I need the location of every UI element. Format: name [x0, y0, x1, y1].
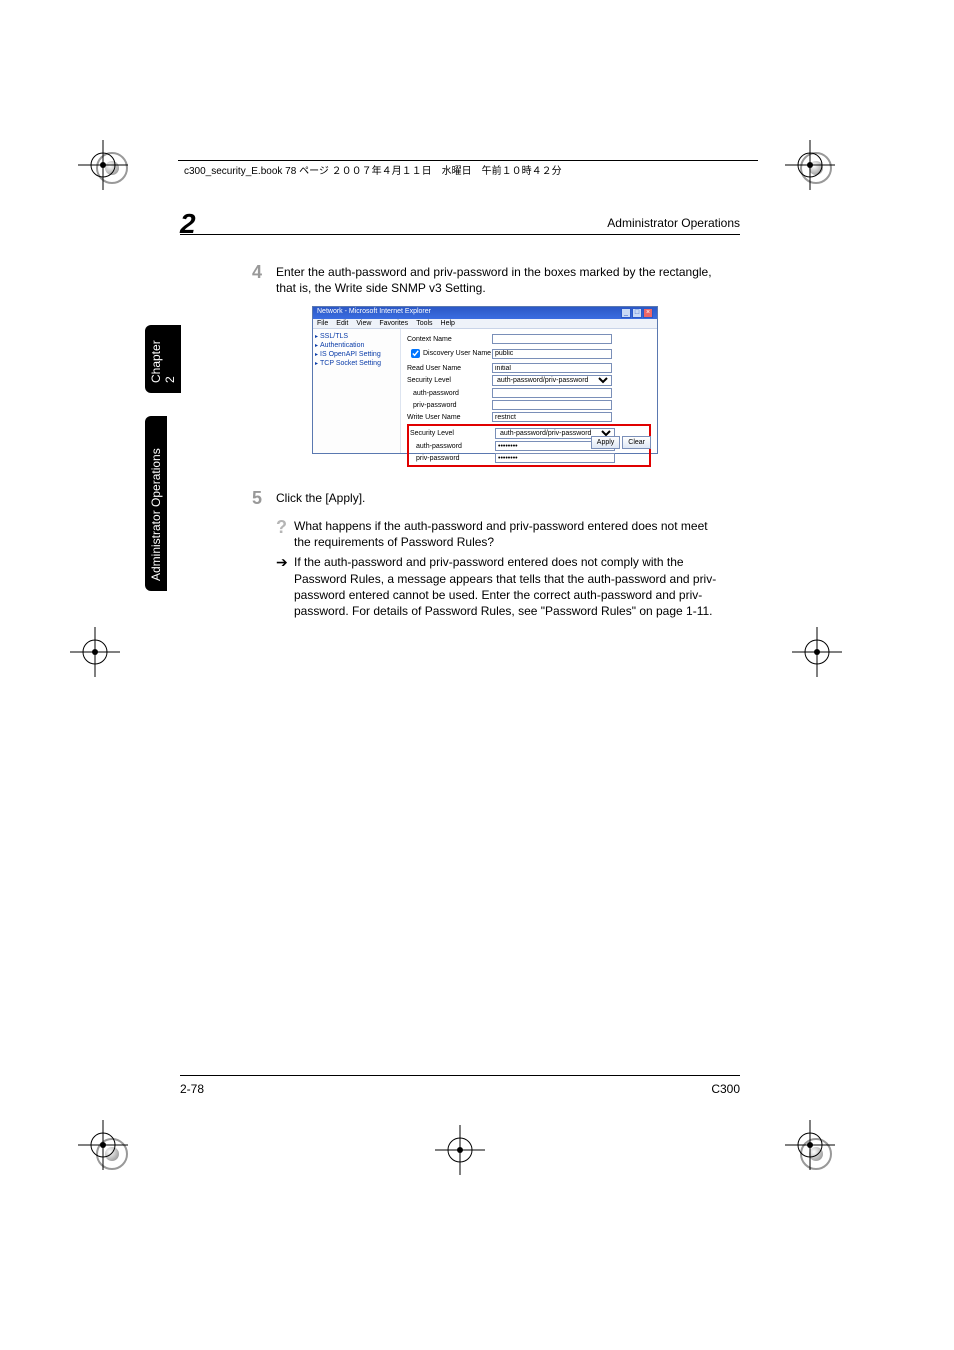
step-5-text: Click the [Apply]. [276, 490, 726, 506]
sidetab-section: Administrator Operations [145, 416, 167, 591]
regmark-ml [70, 627, 120, 677]
window-close-icon[interactable]: × [643, 308, 653, 318]
head-rule [180, 234, 740, 235]
read-authpw-input[interactable] [492, 388, 612, 398]
read-authpw-label: auth-password [407, 390, 492, 397]
menu-file[interactable]: File [317, 320, 328, 327]
apply-button[interactable]: Apply [591, 436, 621, 449]
regmark-tr [785, 140, 835, 190]
crop-header-text: c300_security_E.book 78 ページ ２００７年４月１１日 水… [180, 162, 566, 177]
write-user-label: Write User Name [407, 414, 492, 421]
nav-ssl[interactable]: SSL/TLS [315, 332, 398, 341]
answer-text: If the auth-password and priv-password e… [294, 554, 726, 619]
question-mark-icon: ? [276, 518, 294, 550]
regmark-br [785, 1120, 835, 1170]
read-user-label: Read User Name [407, 365, 492, 372]
nav-auth[interactable]: Authentication [315, 341, 398, 350]
browser-menubar: File Edit View Favorites Tools Help [313, 319, 657, 329]
menu-help[interactable]: Help [441, 320, 455, 327]
menu-view[interactable]: View [356, 320, 371, 327]
running-head: Administrator Operations [180, 216, 740, 230]
menu-edit[interactable]: Edit [336, 320, 348, 327]
page-footer: 2-78 C300 [180, 1075, 740, 1096]
window-titlebar: Network - Microsoft Internet Explorer _ … [313, 307, 657, 319]
embedded-screenshot: Network - Microsoft Internet Explorer _ … [312, 306, 658, 454]
nav-sidebar: SSL/TLS Authentication IS OpenAPI Settin… [313, 329, 401, 453]
clear-button[interactable]: Clear [622, 436, 651, 449]
window-title: Network - Microsoft Internet Explorer [317, 308, 431, 318]
regmark-bl [78, 1120, 128, 1170]
step-4-number: 4 [252, 262, 262, 283]
context-name-input[interactable] [492, 334, 612, 344]
nav-tcp[interactable]: TCP Socket Setting [315, 359, 398, 368]
step-4-text: Enter the auth-password and priv-passwor… [276, 264, 726, 296]
snmp-form: Context Name Discovery User Name Read Us… [401, 329, 657, 453]
read-seclevel-label: Security Level [407, 377, 492, 384]
write-user-input[interactable] [492, 412, 612, 422]
read-privpw-label: priv-password [407, 402, 492, 409]
discovery-label: Discovery User Name [423, 350, 491, 357]
sidetab-chapter: Chapter 2 [145, 325, 181, 393]
window-min-icon[interactable]: _ [621, 308, 631, 318]
crop-header-rule [178, 160, 758, 161]
menu-favorites[interactable]: Favorites [379, 320, 408, 327]
read-privpw-input[interactable] [492, 400, 612, 410]
qa-block: ? What happens if the auth-password and … [276, 514, 726, 619]
write-authpw-label: auth-password [410, 443, 495, 450]
discovery-checkbox[interactable] [411, 349, 420, 358]
footer-page-number: 2-78 [180, 1082, 204, 1096]
page-body: Administrator Operations 2 4 Enter the a… [180, 216, 740, 1096]
menu-tools[interactable]: Tools [416, 320, 432, 327]
discovery-input[interactable] [492, 349, 612, 359]
footer-model: C300 [711, 1082, 740, 1096]
arrow-right-icon: ➔ [276, 554, 294, 619]
write-privpw-label: priv-password [410, 455, 495, 462]
write-seclevel-label: Security Level [410, 430, 495, 437]
question-text: What happens if the auth-password and pr… [294, 518, 726, 550]
nav-openapi[interactable]: IS OpenAPI Setting [315, 350, 398, 359]
regmark-mb [435, 1125, 485, 1175]
chapter-number: 2 [180, 208, 196, 240]
regmark-tl [78, 140, 128, 190]
read-user-input[interactable] [492, 363, 612, 373]
regmark-mr [792, 627, 842, 677]
context-name-label: Context Name [407, 336, 492, 343]
step-5-number: 5 [252, 488, 262, 509]
read-seclevel-select[interactable]: auth-password/priv-password [492, 375, 612, 386]
window-max-icon[interactable]: □ [632, 308, 642, 318]
write-privpw-input[interactable] [495, 453, 615, 463]
